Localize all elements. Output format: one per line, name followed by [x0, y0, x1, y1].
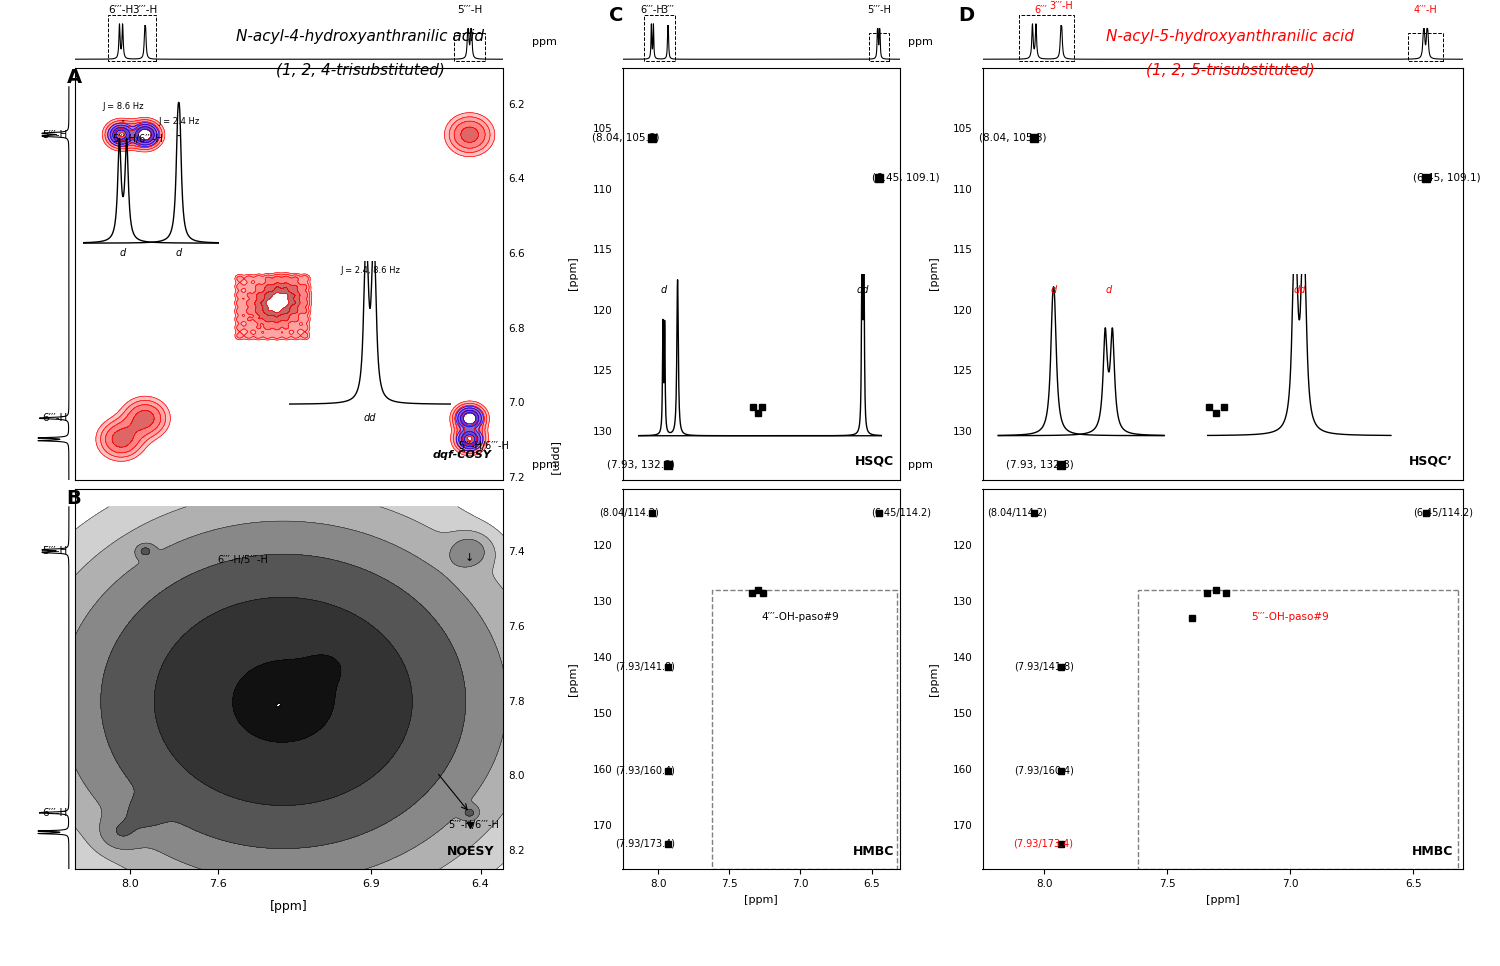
- Text: 6′′′-H/5′′′-H: 6′′′-H/5′′′-H: [217, 554, 268, 565]
- Text: [ppm]: [ppm]: [567, 663, 578, 696]
- Text: HSQC: HSQC: [855, 454, 894, 468]
- Text: d: d: [1050, 285, 1056, 296]
- Text: 5′′′-H/6′′′-H: 5′′′-H/6′′′-H: [112, 134, 162, 144]
- Text: 6′′′-H: 6′′′-H: [42, 808, 68, 818]
- Text: (7.93/141.8): (7.93/141.8): [615, 662, 675, 672]
- Text: (7.93/141.8): (7.93/141.8): [1014, 662, 1074, 672]
- Text: (7.93, 132.8): (7.93, 132.8): [608, 460, 675, 470]
- Bar: [1408, 33, 1443, 61]
- Text: (7.93/173.4): (7.93/173.4): [615, 838, 675, 849]
- Text: 6′′′-H: 6′′′-H: [640, 5, 664, 14]
- Text: ↓: ↓: [465, 554, 474, 563]
- Text: 7.2: 7.2: [509, 472, 525, 483]
- Text: (7.93/160.4): (7.93/160.4): [615, 766, 675, 776]
- Bar: [454, 33, 484, 61]
- Text: (6.45/114.2): (6.45/114.2): [1413, 508, 1473, 518]
- Text: D: D: [958, 6, 975, 25]
- Text: J = 2.4, 8.6 Hz: J = 2.4, 8.6 Hz: [340, 266, 400, 274]
- X-axis label: [ppm]: [ppm]: [744, 895, 778, 905]
- Text: d: d: [1106, 285, 1112, 296]
- Text: 6.8: 6.8: [509, 324, 525, 333]
- Text: 6′′′-H: 6′′′-H: [42, 413, 68, 423]
- Text: 6.2: 6.2: [509, 99, 525, 110]
- Text: 6.6: 6.6: [509, 249, 525, 259]
- Text: [ppm]: [ppm]: [930, 663, 939, 696]
- Text: (8.04, 105.8): (8.04, 105.8): [980, 133, 1047, 143]
- Text: N-acyl-5-hydroxyanthranilic acid: N-acyl-5-hydroxyanthranilic acid: [1106, 29, 1354, 44]
- Text: 3′′′: 3′′′: [662, 5, 675, 14]
- Text: [ppm]: [ppm]: [930, 257, 939, 291]
- Text: 5′′′-H: 5′′′-H: [458, 5, 482, 14]
- X-axis label: [ppm]: [ppm]: [1206, 895, 1239, 905]
- Text: 5′′′-H: 5′′′-H: [42, 129, 68, 140]
- Text: (1, 2, 5-trisubstituted): (1, 2, 5-trisubstituted): [1146, 63, 1314, 78]
- Text: A: A: [66, 68, 81, 87]
- Text: 4′′′-OH-paso#9: 4′′′-OH-paso#9: [762, 612, 840, 622]
- Text: ppm: ppm: [908, 460, 933, 470]
- Text: (7.93, 132.8): (7.93, 132.8): [1007, 460, 1074, 470]
- Text: 7.6: 7.6: [509, 622, 525, 632]
- Text: N-acyl-4-hydroxyanthranilic acid: N-acyl-4-hydroxyanthranilic acid: [236, 29, 484, 44]
- Text: 7.4: 7.4: [509, 548, 525, 557]
- Text: ppm: ppm: [908, 37, 933, 47]
- Text: (8.04, 105.8): (8.04, 105.8): [592, 133, 660, 143]
- Text: 5′′′-H: 5′′′-H: [867, 5, 891, 14]
- Text: J = 8.6 Hz: J = 8.6 Hz: [102, 102, 144, 111]
- Text: 5′′′-OH-paso#9: 5′′′-OH-paso#9: [1251, 612, 1329, 622]
- Text: d: d: [176, 248, 181, 258]
- Text: HSQCʼ: HSQCʼ: [1408, 454, 1454, 468]
- Text: (6.45/114.2): (6.45/114.2): [871, 508, 932, 518]
- Text: d: d: [660, 285, 668, 296]
- Text: ppm: ppm: [532, 460, 556, 470]
- Text: 3′′′-H: 3′′′-H: [132, 5, 158, 14]
- Text: (8.04/114.2): (8.04/114.2): [987, 508, 1047, 518]
- Bar: [108, 14, 156, 61]
- Text: 6′′′: 6′′′: [1034, 5, 1047, 14]
- Text: (6.45, 109.1): (6.45, 109.1): [871, 173, 939, 183]
- Text: HMBC: HMBC: [853, 845, 894, 858]
- Text: (1, 2, 4-trisubstituted): (1, 2, 4-trisubstituted): [276, 63, 444, 78]
- Text: dd: dd: [856, 285, 868, 296]
- X-axis label: [ppm]: [ppm]: [270, 899, 308, 913]
- Text: dd: dd: [363, 413, 376, 423]
- Text: (6.45, 109.1): (6.45, 109.1): [1413, 173, 1480, 183]
- Text: 5′′′-H: 5′′′-H: [42, 546, 68, 556]
- Text: 7.0: 7.0: [509, 398, 525, 409]
- Text: J = 2.4 Hz: J = 2.4 Hz: [158, 117, 200, 126]
- Text: C: C: [609, 6, 622, 25]
- Text: dd: dd: [1293, 285, 1305, 296]
- Bar: [644, 14, 675, 61]
- Text: 6′′′-H: 6′′′-H: [108, 5, 134, 14]
- Text: HMBC: HMBC: [1412, 845, 1454, 858]
- Text: 4′′′-H: 4′′′-H: [1413, 5, 1437, 14]
- Text: (7.93/173.4): (7.93/173.4): [1014, 838, 1074, 849]
- Text: B: B: [66, 489, 81, 508]
- Text: dqf-COSY: dqf-COSY: [432, 450, 492, 461]
- Text: [ppm]: [ppm]: [549, 442, 558, 476]
- Text: 5′′′-H/6′′′-H: 5′′′-H/6′′′-H: [459, 441, 510, 451]
- Text: ppm: ppm: [532, 37, 556, 47]
- Text: [ppm]: [ppm]: [567, 257, 578, 291]
- Text: 5′′′-H/6′′′-H: 5′′′-H/6′′′-H: [447, 820, 498, 830]
- Bar: [1020, 14, 1074, 61]
- Text: 8.2: 8.2: [509, 846, 525, 856]
- Text: 7.8: 7.8: [509, 696, 525, 706]
- Text: 6.4: 6.4: [509, 175, 525, 185]
- Text: (7.93/160.4): (7.93/160.4): [1014, 766, 1074, 776]
- Text: 3′′′-H: 3′′′-H: [1050, 1, 1072, 12]
- Text: NOESY: NOESY: [447, 845, 494, 858]
- Text: 8.0: 8.0: [509, 771, 525, 781]
- Text: d: d: [120, 248, 126, 258]
- Bar: [868, 33, 888, 61]
- Text: (8.04/114.2): (8.04/114.2): [600, 508, 660, 518]
